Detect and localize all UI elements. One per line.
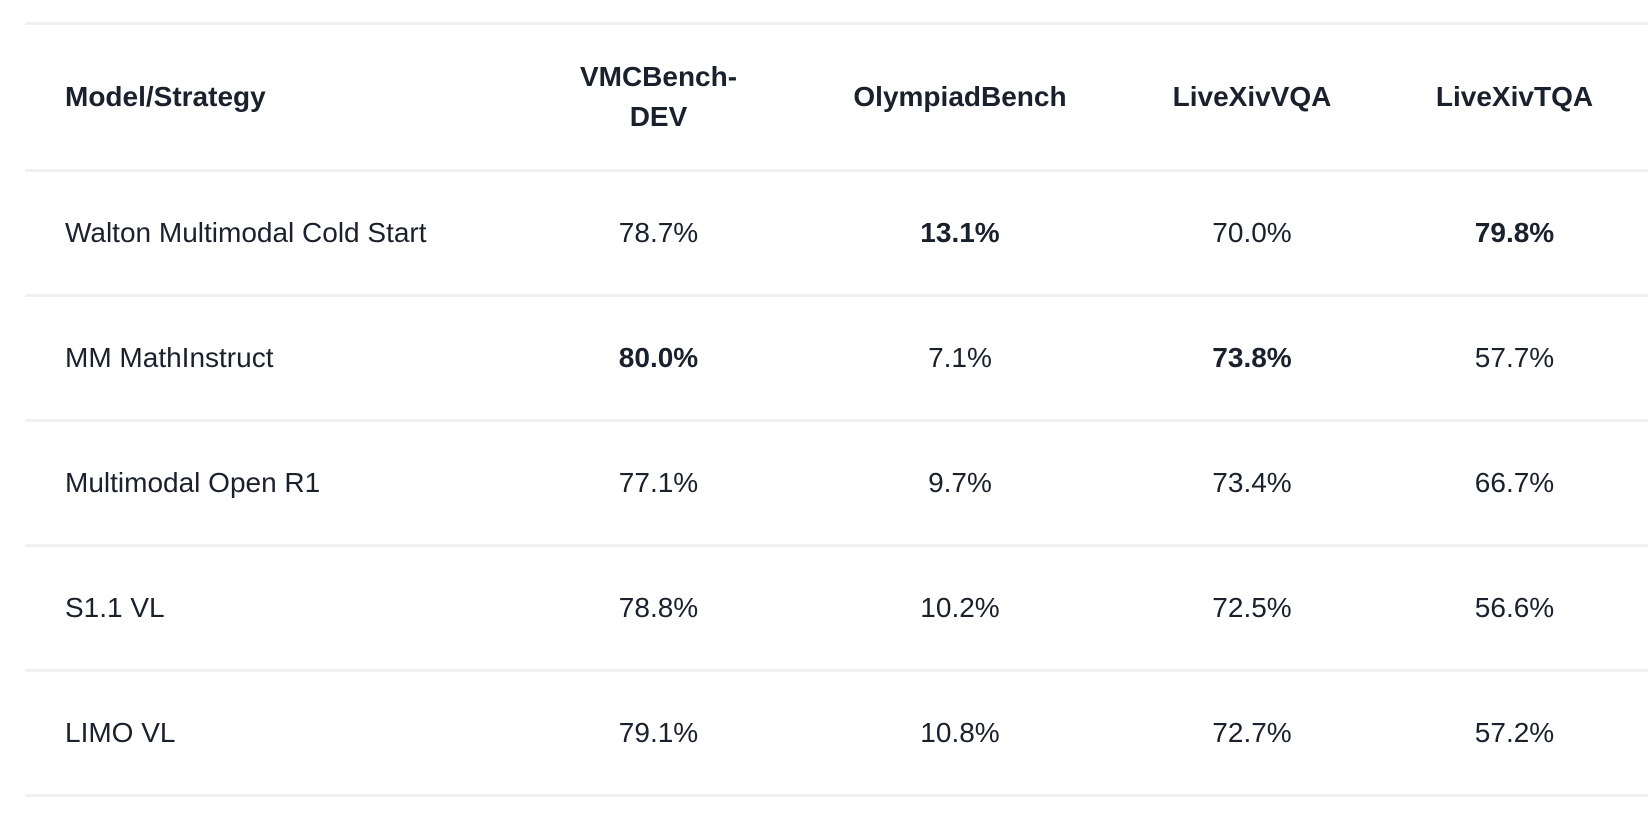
metric-value: 10.8% — [797, 670, 1123, 797]
metric-value: 13.1% — [797, 170, 1123, 297]
model-name: MM MathInstruct — [25, 295, 520, 422]
model-name: S1.1 VL — [25, 545, 520, 672]
metric-value: 73.8% — [1123, 295, 1381, 422]
table-row: S1.1 VL 78.8% 10.2% 72.5% 56.6% — [25, 545, 1648, 672]
metric-value: 79.8% — [1381, 170, 1648, 297]
metric-value: 66.7% — [1381, 420, 1648, 547]
metric-value: 78.8% — [520, 545, 797, 672]
column-header-livexivvqa: LiveXivVQA — [1123, 22, 1381, 172]
metric-value: 73.4% — [1123, 420, 1381, 547]
column-header-livexivtqa: LiveXivTQA — [1381, 22, 1648, 172]
metric-value: 9.7% — [797, 420, 1123, 547]
column-header-olympiadbench: OlympiadBench — [797, 22, 1123, 172]
metric-value: 72.5% — [1123, 545, 1381, 672]
metric-value: 10.2% — [797, 545, 1123, 672]
metric-value: 56.6% — [1381, 545, 1648, 672]
metric-value: 72.7% — [1123, 670, 1381, 797]
metric-value: 70.0% — [1123, 170, 1381, 297]
model-name: Walton Multimodal Cold Start — [25, 170, 520, 297]
model-name: LIMO VL — [25, 670, 520, 797]
model-name: Multimodal Open R1 — [25, 420, 520, 547]
metric-value: 57.2% — [1381, 670, 1648, 797]
metric-value: 79.1% — [520, 670, 797, 797]
header-row: Model/Strategy VMCBench-DEV OlympiadBenc… — [25, 22, 1648, 172]
table-row: Multimodal Open R1 77.1% 9.7% 73.4% 66.7… — [25, 420, 1648, 547]
column-header-model-strategy: Model/Strategy — [25, 22, 520, 172]
metric-value: 80.0% — [520, 295, 797, 422]
metric-value: 78.7% — [520, 170, 797, 297]
metric-value: 7.1% — [797, 295, 1123, 422]
table-row: LIMO VL 79.1% 10.8% 72.7% 57.2% — [25, 670, 1648, 797]
metric-value: 57.7% — [1381, 295, 1648, 422]
table-row: Walton Multimodal Cold Start 78.7% 13.1%… — [25, 170, 1648, 297]
benchmark-table: Model/Strategy VMCBench-DEV OlympiadBenc… — [25, 22, 1648, 797]
metric-value: 77.1% — [520, 420, 797, 547]
table-row: MM MathInstruct 80.0% 7.1% 73.8% 57.7% — [25, 295, 1648, 422]
column-header-vmcbench-dev: VMCBench-DEV — [520, 22, 797, 172]
